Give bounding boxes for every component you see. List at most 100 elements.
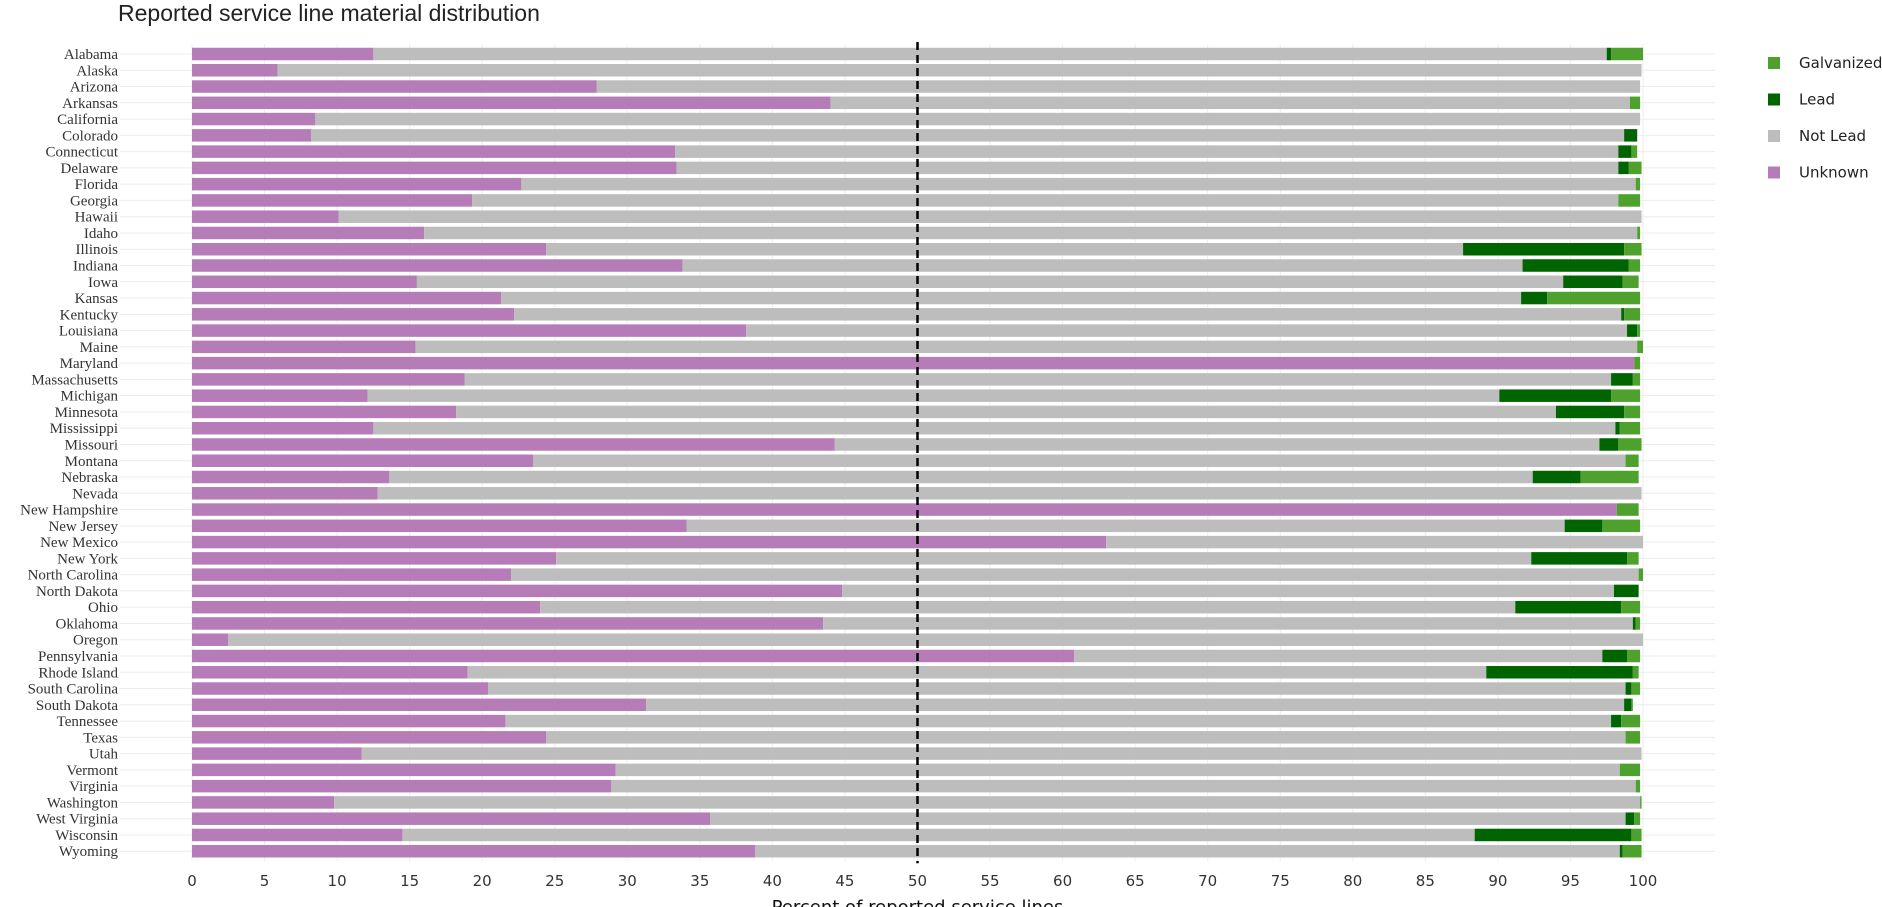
bar-segment-galvanized	[1624, 405, 1641, 419]
bar-segment-lead	[1613, 584, 1639, 598]
bar-segment-not-lead	[514, 308, 1622, 321]
state-label: Alabama	[64, 47, 118, 63]
state-label: Maine	[80, 340, 119, 356]
bar-segment-not-lead	[373, 47, 1607, 61]
bar-segment-lead	[1499, 389, 1612, 402]
state-label: New Hampshire	[20, 503, 118, 519]
bar-segment-lead	[1463, 242, 1625, 256]
bar-segment-unknown	[192, 64, 278, 77]
bar-segment-not-lead	[338, 210, 1642, 223]
bar-segment-not-lead	[367, 389, 1500, 402]
bar-segment-unknown	[192, 405, 457, 419]
x-tick-label: 100	[1629, 872, 1658, 890]
bar-segment-unknown	[192, 747, 362, 760]
bar-segment-galvanized	[1625, 454, 1639, 467]
bar-segment-not-lead	[310, 129, 1625, 142]
bar-segment-lead	[1486, 666, 1633, 679]
bar-segment-lead	[1532, 470, 1581, 484]
bar-segment-not-lead	[505, 714, 1612, 728]
bar-segment-galvanized	[1611, 389, 1641, 402]
state-label: Georgia	[70, 193, 118, 209]
x-tick-label: 20	[473, 872, 492, 890]
bar-segment-not-lead	[532, 454, 1626, 467]
bar-segment-unknown	[192, 763, 616, 777]
bar-segment-lead	[1632, 617, 1636, 630]
x-tick-label: 45	[835, 872, 854, 890]
state-label: Massachusetts	[31, 372, 118, 388]
legend-swatch	[1768, 93, 1780, 106]
state-label: Wyoming	[59, 844, 119, 860]
bar-segment-galvanized	[1631, 145, 1638, 158]
bar-segment-galvanized	[1602, 519, 1641, 533]
state-label: Wisconsin	[55, 828, 118, 844]
bar-segment-galvanized	[1634, 812, 1641, 825]
bar-segment-galvanized	[1618, 438, 1642, 451]
bar-segment-lead	[1474, 828, 1632, 842]
bar-segment-unknown	[192, 714, 506, 728]
bar-segment-galvanized	[1624, 308, 1641, 321]
bar-segment-unknown	[192, 356, 1635, 370]
bar-segment-lead	[1619, 844, 1623, 858]
bar-segment-lead	[1611, 714, 1622, 728]
bar-segment-unknown	[192, 796, 335, 809]
bar-segment-not-lead	[377, 487, 1642, 500]
state-label: Washington	[47, 795, 119, 811]
bar-segment-galvanized	[1637, 340, 1643, 354]
bar-segment-not-lead	[676, 161, 1619, 175]
bar-segment-unknown	[192, 438, 835, 451]
bar-segment-unknown	[192, 47, 374, 61]
bar-segment-galvanized	[1621, 714, 1641, 728]
legend: Galvanized Lead Not Lead Unknown	[1768, 54, 1882, 182]
bar-segment-lead	[1611, 373, 1633, 386]
state-label: Maryland	[60, 356, 119, 372]
x-tick-label: 15	[400, 872, 419, 890]
x-tick-label: 70	[1198, 872, 1217, 890]
bar-segment-not-lead	[615, 763, 1620, 777]
bar-segment-lead	[1615, 421, 1620, 435]
bar-segment-galvanized	[1580, 470, 1639, 484]
state-label: Utah	[89, 747, 119, 763]
bar-segment-not-lead	[228, 633, 1643, 646]
x-tick-label: 40	[763, 872, 782, 890]
x-axis-title: Percent of reported service lines	[772, 897, 1064, 907]
bar-segment-unknown	[192, 340, 416, 354]
bar-segment-lead	[1521, 291, 1548, 305]
bar-segment-lead	[1563, 275, 1623, 289]
x-tick-label: 10	[328, 872, 347, 890]
bar-segment-unknown	[192, 259, 683, 272]
bar-segment-not-lead	[456, 405, 1556, 419]
bar-segment-galvanized	[1638, 568, 1643, 581]
bar-segment-not-lead	[315, 112, 1641, 126]
bar-segment-not-lead	[402, 828, 1475, 842]
bar-segment-lead	[1555, 405, 1625, 419]
bar-segment-not-lead	[389, 470, 1533, 484]
state-label: Alaska	[76, 63, 118, 79]
bar-segment-lead	[1625, 812, 1635, 825]
bar-segment-not-lead	[556, 552, 1532, 565]
chart-title: Reported service line material distribut…	[118, 0, 540, 26]
bar-segment-galvanized	[1628, 161, 1642, 175]
state-label: New Jersey	[48, 519, 118, 535]
bar-segment-lead	[1606, 47, 1612, 61]
bar-segment-not-lead	[823, 617, 1633, 630]
state-label: Missouri	[65, 437, 118, 453]
bar-segment-unknown	[192, 552, 557, 565]
state-label: Oklahoma	[56, 616, 119, 632]
bar-segment-not-lead	[467, 666, 1487, 679]
bar-segment-unknown	[192, 421, 374, 435]
bar-segment-unknown	[192, 844, 755, 858]
x-axis-ticks: 0 5 10 15 20 25 30 35 40 45 50 55 60 65 70 75 80 85 90 95 10…	[187, 872, 1657, 890]
state-label: Montana	[65, 454, 119, 470]
state-label: New York	[57, 551, 118, 567]
state-label: Idaho	[84, 226, 118, 242]
x-tick-label: 80	[1343, 872, 1362, 890]
bar-segment-unknown	[192, 584, 843, 598]
x-tick-label: 5	[260, 872, 270, 890]
bar-segment-unknown	[192, 519, 687, 533]
state-label: Delaware	[61, 161, 119, 177]
x-tick-label: 85	[1416, 872, 1435, 890]
bars-layer	[192, 47, 1643, 858]
state-label: Nebraska	[61, 470, 118, 486]
bar-segment-unknown	[192, 470, 390, 484]
